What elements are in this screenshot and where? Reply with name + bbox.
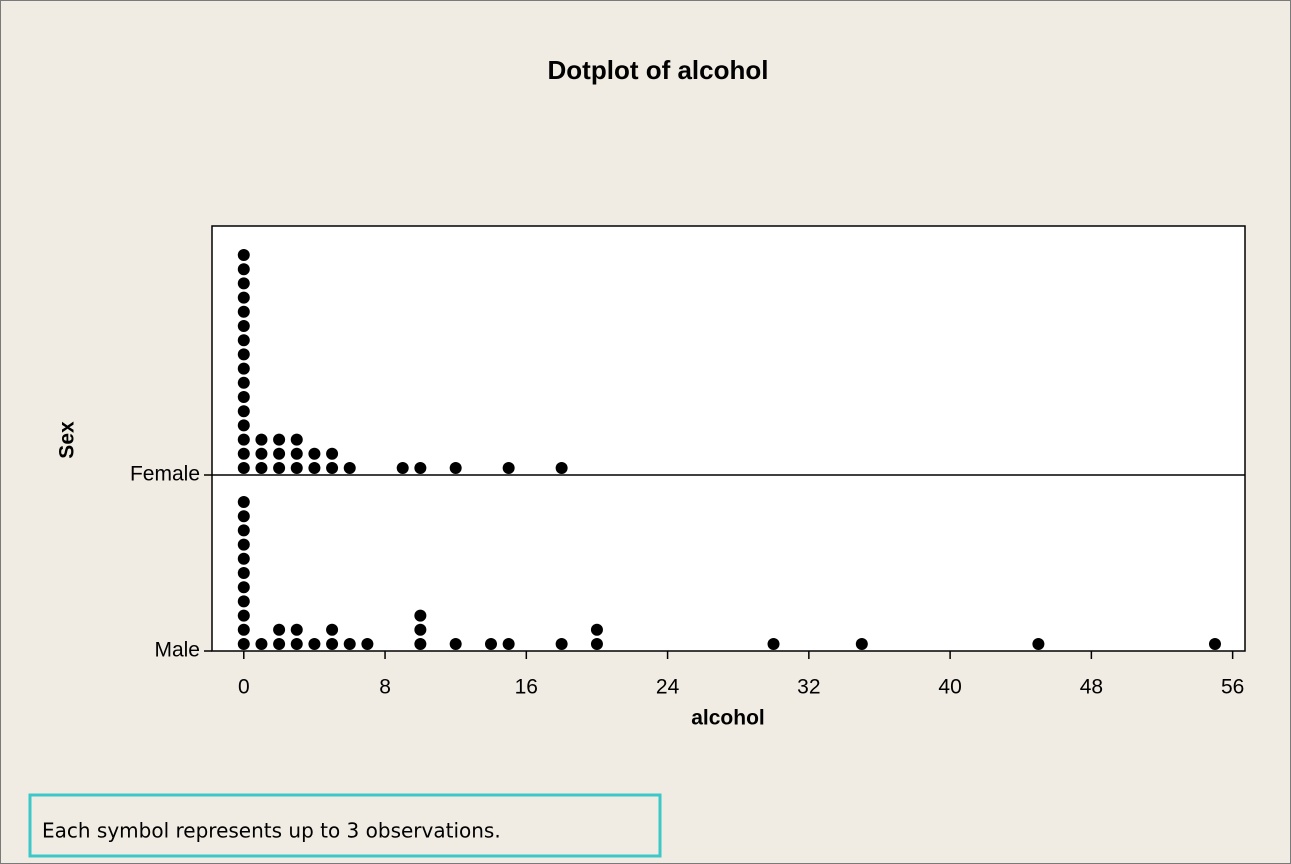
x-tick-label: 24	[656, 676, 680, 699]
dot	[237, 362, 250, 375]
x-tick-label: 0	[238, 676, 250, 699]
x-tick-label: 40	[938, 676, 961, 699]
dot	[237, 581, 250, 594]
dot	[855, 638, 868, 650]
x-tick-label: 16	[515, 676, 538, 699]
dot	[343, 462, 356, 474]
dot	[237, 405, 250, 418]
dot	[361, 638, 374, 650]
dot	[414, 638, 427, 650]
dot	[237, 496, 250, 508]
dot	[502, 638, 515, 650]
dot	[555, 638, 568, 650]
footnote: Each symbol represents up to 3 observati…	[42, 819, 501, 843]
dot	[255, 638, 268, 650]
dot	[1032, 638, 1045, 650]
dot	[396, 462, 409, 474]
y-tick-label: Male	[154, 639, 200, 662]
plot-area	[211, 225, 1246, 652]
dot	[1208, 638, 1221, 650]
dot	[237, 263, 250, 276]
dot	[237, 334, 250, 347]
dot	[237, 277, 250, 290]
dot	[273, 623, 286, 636]
dot	[273, 447, 286, 460]
dot	[237, 291, 250, 304]
dot	[273, 462, 286, 474]
dot	[290, 462, 303, 474]
dot	[237, 320, 250, 332]
chart-title: Dotplot of alcohol	[548, 55, 769, 85]
dot	[237, 567, 250, 579]
dot	[308, 462, 321, 474]
dot	[237, 249, 250, 261]
dot	[237, 348, 250, 361]
dot	[326, 462, 339, 474]
x-tick-label: 48	[1080, 676, 1103, 699]
dot	[449, 462, 462, 474]
dot	[237, 623, 250, 636]
dot	[555, 462, 568, 474]
dot	[343, 638, 356, 650]
dot	[590, 623, 603, 636]
dot	[237, 552, 250, 565]
dot	[237, 510, 250, 523]
x-tick-label: 8	[379, 676, 391, 699]
footnote-box	[28, 793, 662, 858]
dot	[237, 433, 250, 446]
dot	[237, 305, 250, 318]
dot	[290, 638, 303, 650]
dot	[237, 376, 250, 389]
dot	[255, 447, 268, 460]
dot	[590, 638, 603, 650]
dot	[273, 433, 286, 446]
dot	[308, 447, 321, 460]
dot	[414, 462, 427, 474]
dot	[237, 419, 250, 432]
dot	[290, 433, 303, 446]
dot	[290, 623, 303, 636]
dot	[308, 638, 321, 650]
dot	[237, 391, 250, 403]
dot	[290, 447, 303, 460]
dot	[484, 638, 497, 650]
dot	[767, 638, 780, 650]
dot	[326, 623, 339, 636]
dot	[237, 595, 250, 608]
dot	[449, 638, 462, 650]
dot	[237, 538, 250, 551]
dot	[414, 609, 427, 622]
dot	[237, 447, 250, 460]
x-axis-label: alcohol	[691, 707, 765, 730]
x-tick-label: 32	[797, 676, 820, 699]
dot	[326, 638, 339, 650]
dot	[237, 609, 250, 622]
dot	[237, 462, 250, 474]
dot	[326, 447, 339, 460]
dot	[237, 638, 250, 650]
dot	[273, 638, 286, 650]
y-axis-label: Sex	[56, 421, 79, 459]
dot	[255, 433, 268, 446]
x-tick-label: 56	[1221, 676, 1244, 699]
dot	[414, 623, 427, 636]
dot	[502, 462, 515, 474]
dot	[255, 462, 268, 474]
dot	[237, 524, 250, 537]
y-tick-label: Female	[130, 463, 200, 486]
